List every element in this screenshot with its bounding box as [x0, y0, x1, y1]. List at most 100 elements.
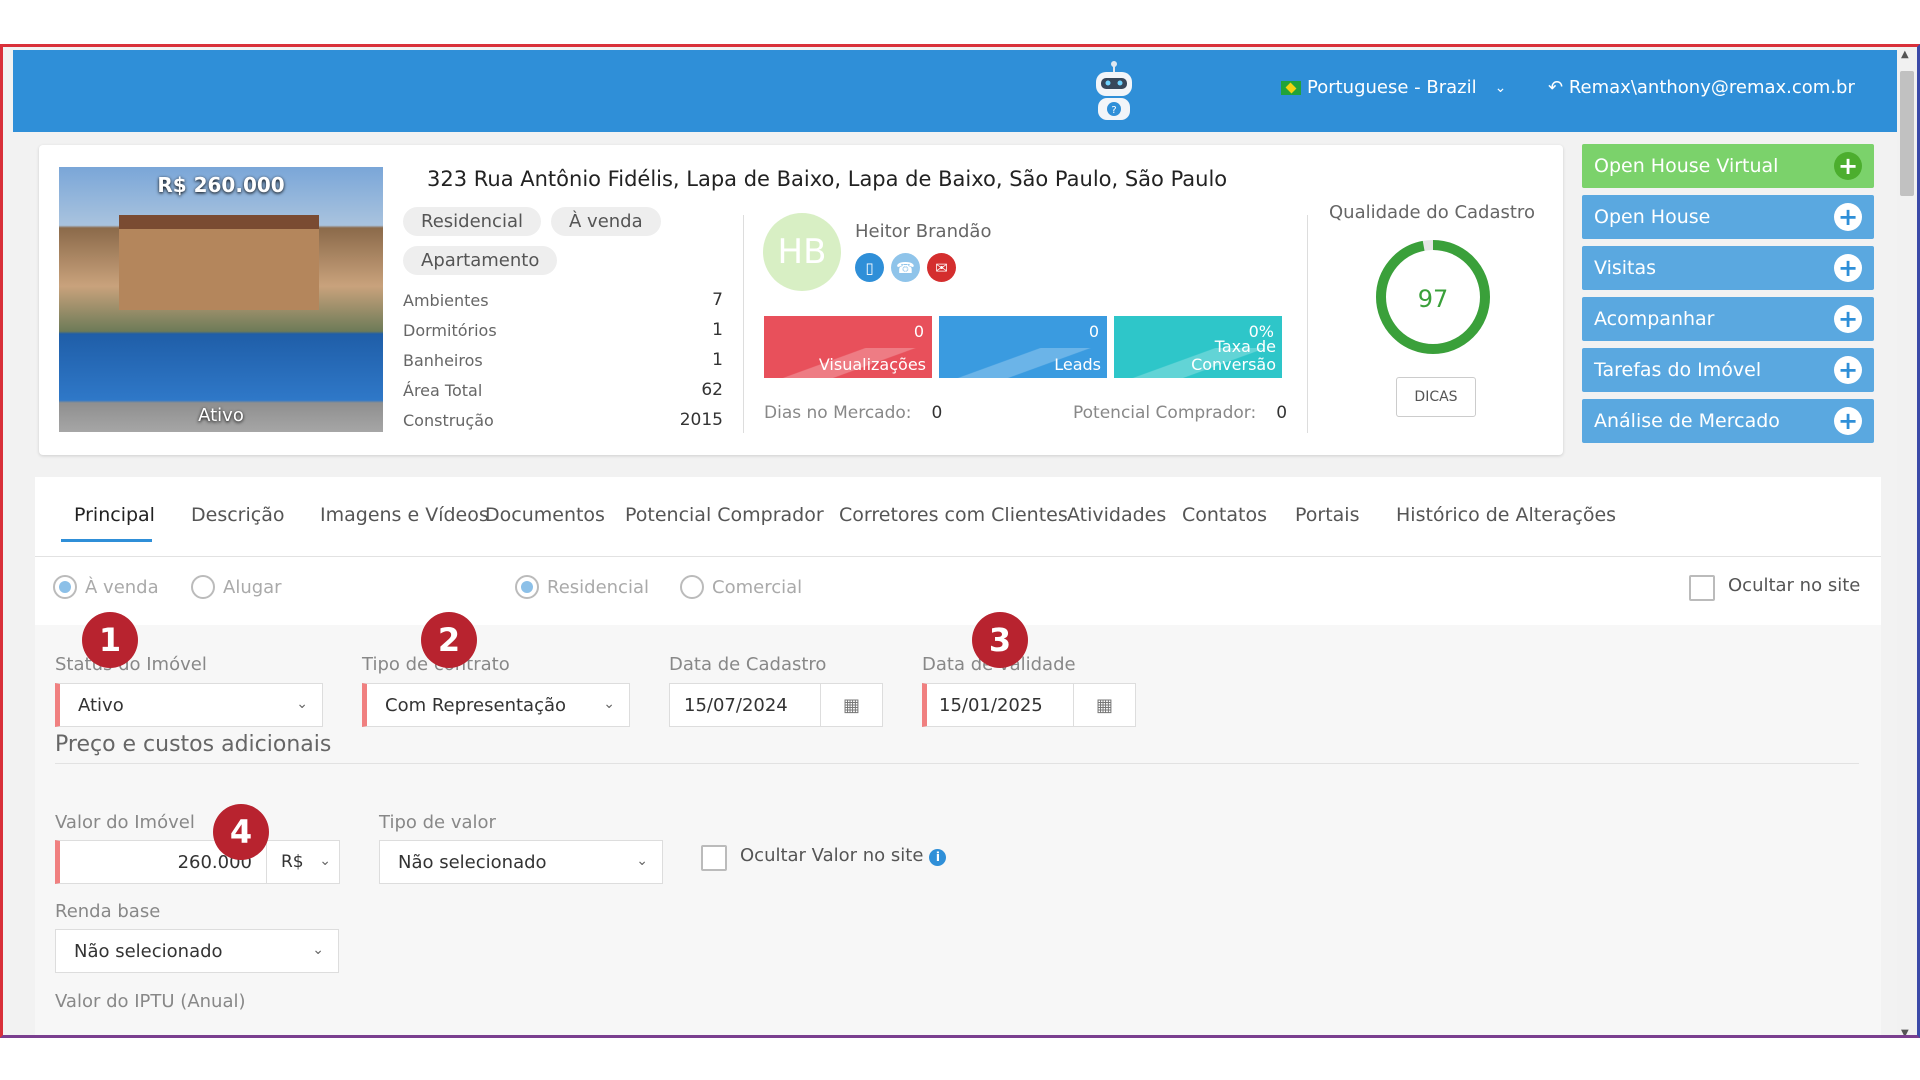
house-illustration — [119, 215, 319, 310]
scroll-up-icon[interactable]: ▲ — [1901, 49, 1909, 60]
calendar-icon[interactable]: ▦ — [820, 684, 882, 726]
mobile-phone-icon[interactable]: ▯ — [855, 253, 884, 282]
status-value: Ativo — [78, 694, 124, 716]
open-house-virtual-button[interactable]: Open House Virtual + — [1582, 144, 1874, 188]
stat-leads-label: Leads — [1054, 355, 1101, 374]
hide-value-checkbox[interactable] — [701, 845, 727, 871]
stat-views-label: Visualizações — [818, 355, 926, 374]
contract-value: Com Representação — [385, 694, 567, 716]
status-select[interactable]: Ativo ⌄ — [55, 683, 323, 727]
visits-button[interactable]: Visitas + — [1582, 246, 1874, 290]
agent-avatar[interactable]: HB — [763, 213, 841, 291]
tab-descricao[interactable]: Descrição — [191, 504, 285, 526]
value-type-label: Tipo de valor — [379, 812, 496, 833]
radio-residential[interactable]: Residencial — [515, 575, 649, 599]
tips-button[interactable]: DICAS — [1396, 377, 1476, 417]
chevron-down-icon: ⌄ — [1494, 79, 1507, 96]
stat-wave — [939, 348, 1107, 378]
valid-date-field[interactable]: 15/01/2025 ▦ — [922, 683, 1136, 727]
spec-row: Ambientes 7 — [403, 285, 723, 315]
stat-conversion: 0% Taxa de Conversão — [1114, 316, 1282, 378]
language-label: Portuguese - Brazil — [1307, 77, 1477, 98]
info-icon[interactable]: i — [929, 848, 947, 866]
spec-label: Área Total — [403, 380, 483, 400]
value-label: Valor do Imóvel — [55, 812, 195, 833]
base-income-value: Não selecionado — [74, 940, 223, 962]
tab-corretores[interactable]: Corretores com Clientes — [839, 504, 1068, 526]
reg-date-field[interactable]: 15/07/2024 ▦ — [669, 683, 883, 727]
contract-select[interactable]: Com Representação ⌄ — [362, 683, 630, 727]
plus-icon: + — [1834, 305, 1862, 333]
hide-on-site-label: Ocultar no site — [1728, 575, 1861, 596]
property-photo[interactable]: R$ 260.000 Ativo — [59, 167, 383, 432]
days-label: Dias no Mercado: — [764, 403, 912, 423]
plus-icon: + — [1834, 356, 1862, 384]
radio-sale[interactable]: À venda — [53, 575, 159, 599]
annotation-marker-1: 1 — [82, 612, 138, 668]
logout-arrow-icon: ↶ — [1548, 77, 1564, 98]
spec-value: 1 — [712, 320, 723, 340]
market-analysis-button[interactable]: Análise de Mercado + — [1582, 399, 1874, 443]
quality-score-ring — [1376, 240, 1490, 354]
tab-principal[interactable]: Principal — [74, 504, 155, 526]
tab-historico[interactable]: Histórico de Alterações — [1396, 504, 1617, 526]
section-divider — [55, 763, 1859, 764]
stat-leads: 0 Leads — [939, 316, 1107, 378]
spec-value: 1 — [712, 350, 723, 370]
radio-commercial[interactable]: Comercial — [680, 575, 802, 599]
agent-name[interactable]: Heitor Brandão — [855, 221, 992, 242]
divider — [743, 215, 744, 433]
scrollbar-thumb[interactable] — [1900, 71, 1914, 196]
action-label: Open House Virtual — [1594, 155, 1779, 177]
active-tab-indicator — [61, 539, 152, 542]
chevron-down-icon: ⌄ — [312, 942, 324, 958]
plus-icon: + — [1834, 203, 1862, 231]
tag-type: Apartamento — [403, 246, 558, 275]
value-type-select[interactable]: Não selecionado ⌄ — [379, 840, 663, 884]
base-income-select[interactable]: Não selecionado ⌄ — [55, 929, 339, 973]
tab-atividades[interactable]: Atividades — [1067, 504, 1167, 526]
action-label: Open House — [1594, 206, 1711, 228]
plus-icon: + — [1834, 407, 1862, 435]
stat-views: 0 Visualizações — [764, 316, 932, 378]
property-tasks-button[interactable]: Tarefas do Imóvel + — [1582, 348, 1874, 392]
tab-imagens[interactable]: Imagens e Vídeos — [320, 504, 489, 526]
tab-documentos[interactable]: Documentos — [485, 504, 605, 526]
robot-assistant-icon[interactable]: ? — [1086, 58, 1142, 124]
calendar-icon[interactable]: ▦ — [1073, 684, 1135, 726]
phone-icon[interactable]: ☎ — [891, 253, 920, 282]
spec-value: 62 — [701, 380, 723, 400]
spec-value: 2015 — [679, 410, 723, 430]
language-selector[interactable]: Portuguese - Brazil ⌄ — [1281, 77, 1506, 98]
hide-on-site-checkbox[interactable] — [1689, 575, 1715, 601]
tab-potencial-comprador[interactable]: Potencial Comprador — [625, 504, 824, 526]
buyers-label: Potencial Comprador: — [1073, 403, 1257, 423]
plus-icon: + — [1834, 254, 1862, 282]
base-income-label: Renda base — [55, 901, 161, 922]
price-section-title: Preço e custos adicionais — [55, 732, 332, 757]
open-house-button[interactable]: Open House + — [1582, 195, 1874, 239]
property-specs: Ambientes 7 Dormitórios 1 Banheiros 1 Área … — [403, 285, 723, 435]
follow-button[interactable]: Acompanhar + — [1582, 297, 1874, 341]
scroll-down-icon[interactable]: ▼ — [1901, 1028, 1909, 1038]
email-icon[interactable]: ✉ — [927, 253, 956, 282]
tab-portais[interactable]: Portais — [1295, 504, 1360, 526]
stat-wave — [764, 348, 932, 378]
radio-sale-dot — [53, 575, 77, 599]
hide-value-label: Ocultar Valor no site i — [740, 845, 947, 866]
spec-label: Dormitórios — [403, 320, 497, 340]
form-top-strip — [35, 557, 1881, 625]
stat-views-value: 0 — [913, 322, 924, 341]
user-menu[interactable]: ↶ Remax\anthony@remax.com.br — [1548, 77, 1855, 98]
valid-date-value: 15/01/2025 — [939, 694, 1043, 716]
iptu-label: Valor do IPTU (Anual) — [55, 991, 246, 1012]
brazil-flag-icon — [1281, 80, 1301, 95]
page-scrollbar[interactable]: ▲ ▼ — [1897, 47, 1917, 1038]
app-window: ? Portuguese - Brazil ⌄ ↶ Remax\anthony@… — [0, 44, 1920, 1038]
stat-conversion-label: Taxa de Conversão — [1191, 337, 1276, 374]
currency-select[interactable]: R$ ⌄ — [266, 840, 340, 884]
annotation-marker-3: 3 — [972, 612, 1028, 668]
tab-contatos[interactable]: Contatos — [1182, 504, 1267, 526]
divider — [1307, 215, 1308, 433]
radio-rent[interactable]: Alugar — [191, 575, 282, 599]
